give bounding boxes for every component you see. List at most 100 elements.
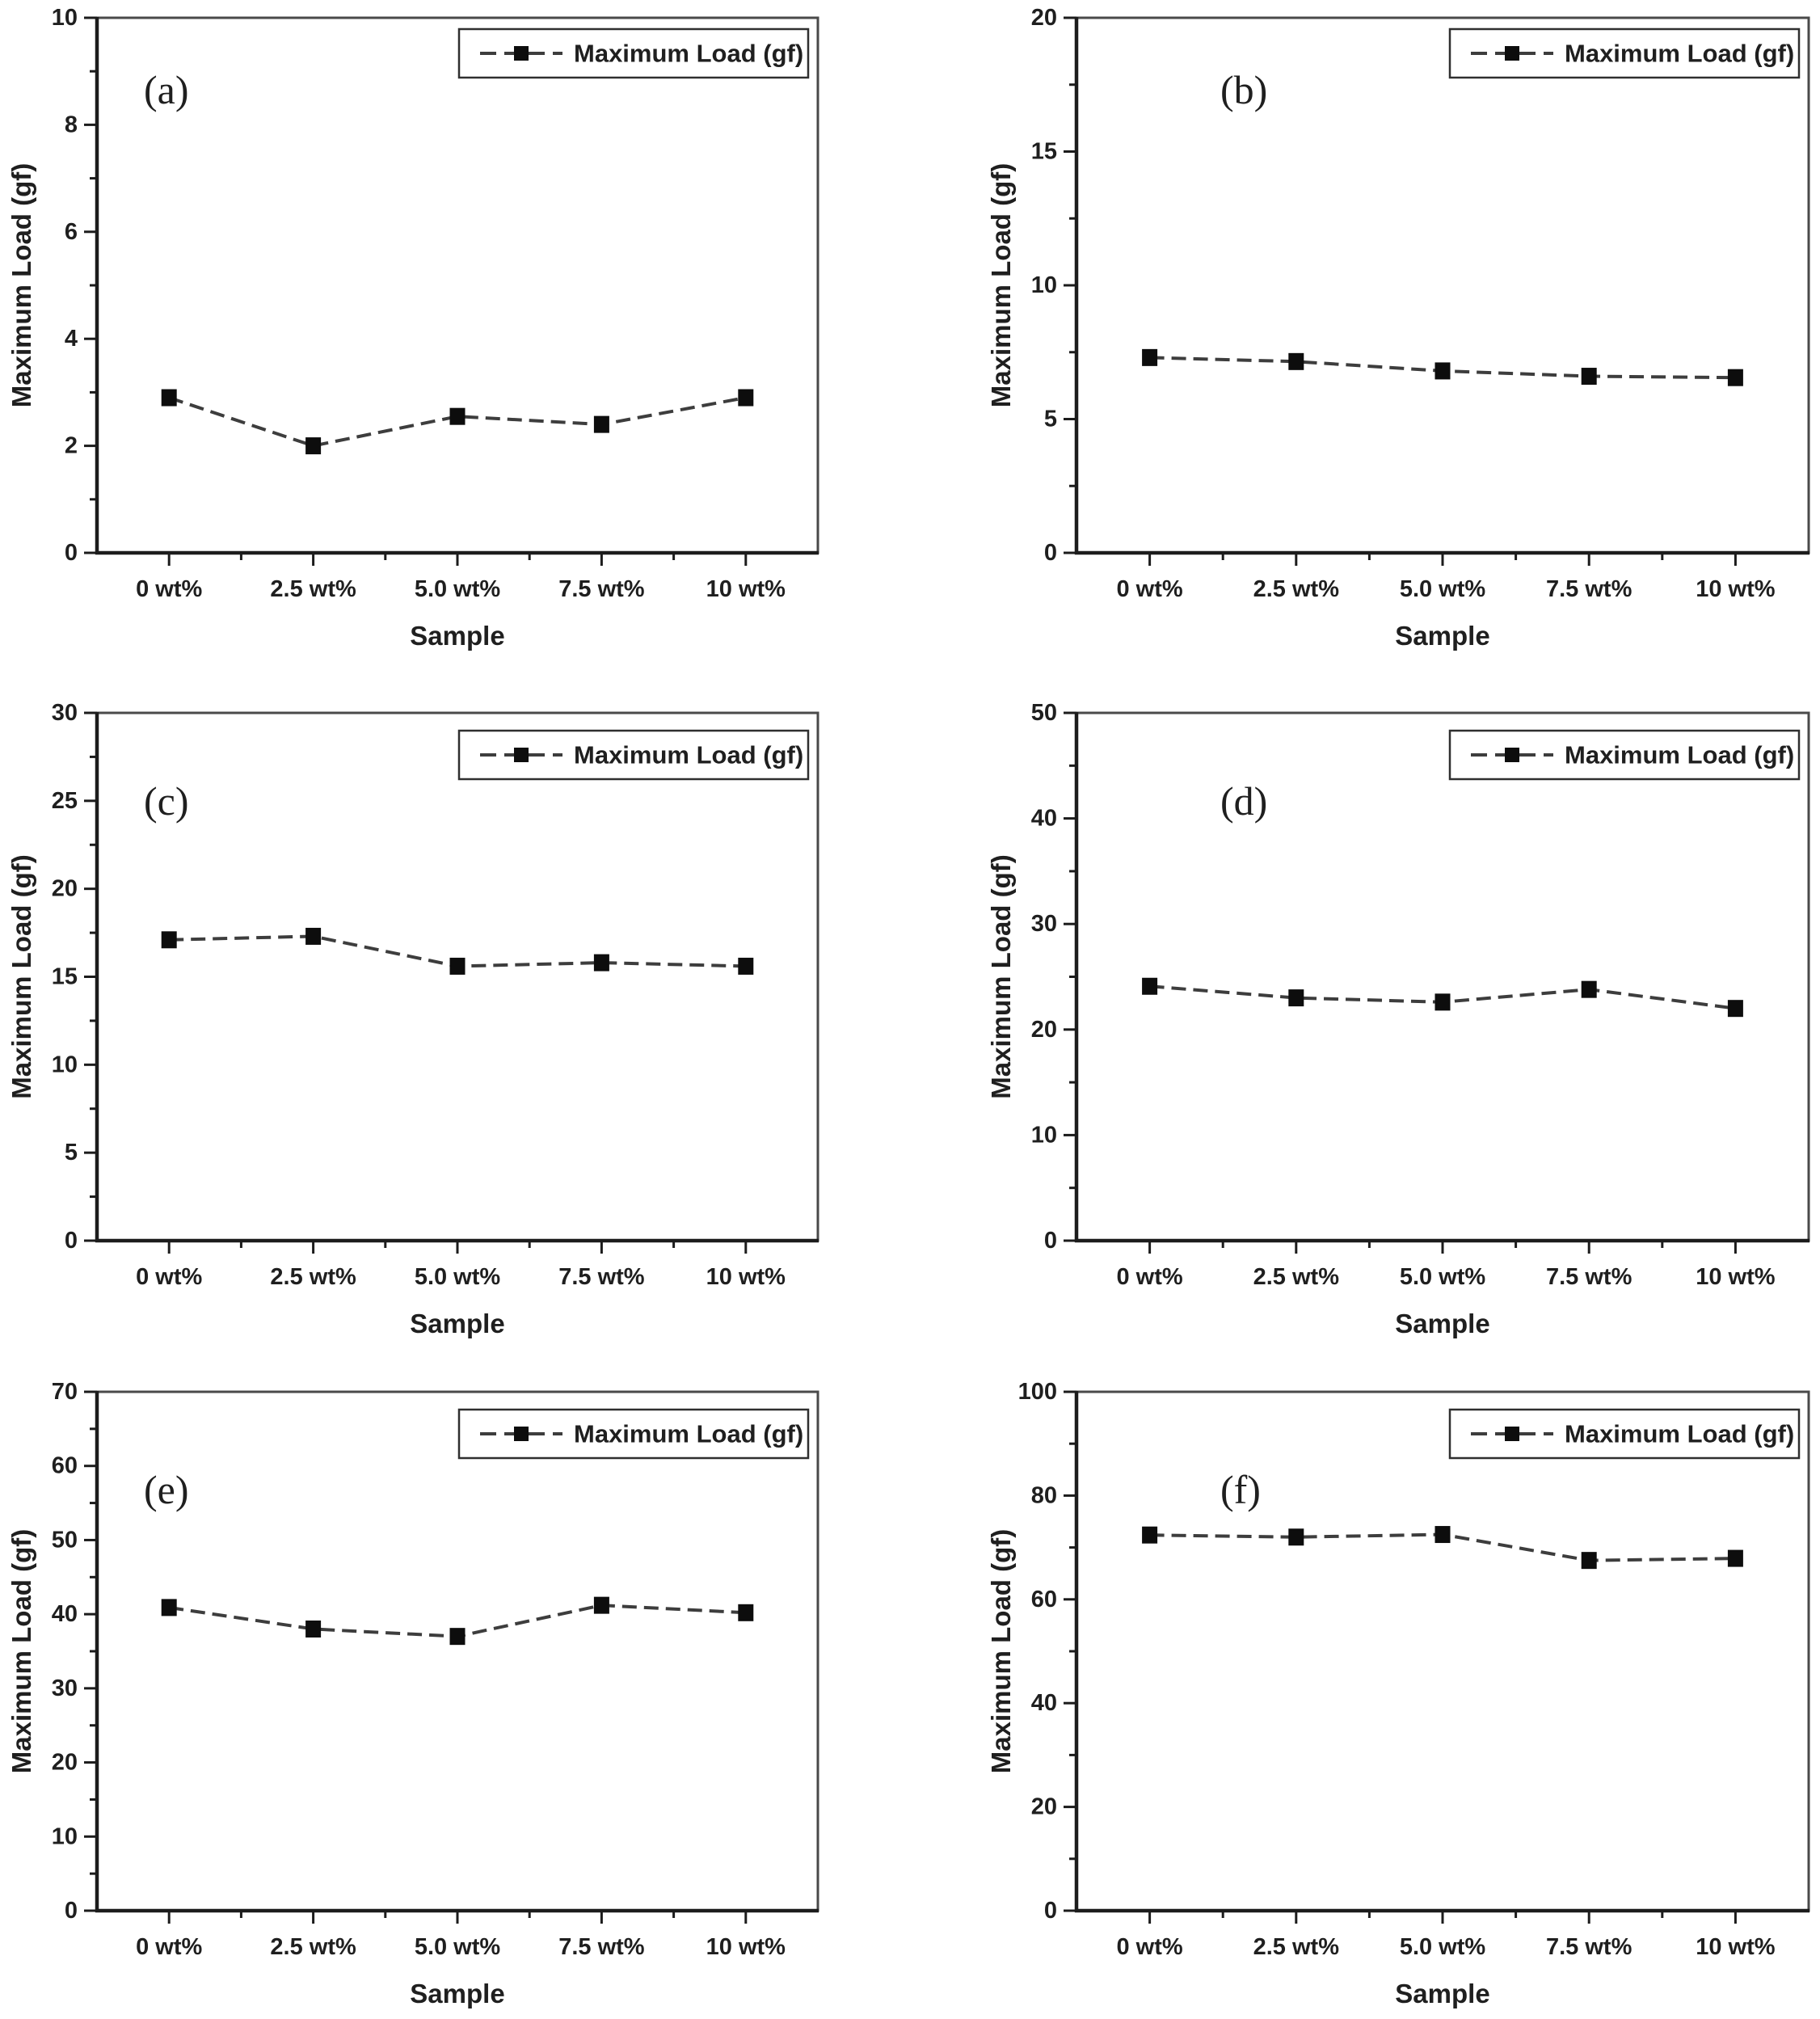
data-point-marker [1727, 1000, 1743, 1018]
y-tick-label: 4 [65, 326, 78, 352]
data-point-marker [1142, 1526, 1158, 1544]
data-point-marker [161, 931, 177, 949]
y-tick-label: 0 [65, 1228, 78, 1254]
panel-letter: (e) [144, 1467, 189, 1512]
legend-marker [514, 46, 529, 61]
legend-marker [514, 1427, 529, 1441]
y-tick-label: 25 [52, 788, 78, 814]
y-tick-label: 50 [52, 1527, 78, 1553]
data-point-marker [305, 1620, 322, 1638]
y-tick-label: 0 [1044, 1228, 1057, 1254]
data-point-marker [738, 389, 754, 407]
x-tick-label: 10 wt% [1696, 1934, 1776, 1960]
data-point-marker [449, 957, 466, 975]
y-tick-label: 2 [65, 433, 78, 459]
data-point-marker [1727, 369, 1743, 386]
y-tick-label: 20 [52, 1750, 78, 1776]
x-tick-label: 7.5 wt% [1546, 576, 1633, 602]
x-axis-title: Sample [1395, 621, 1489, 651]
y-axis-title: Maximum Load (gf) [986, 854, 1016, 1099]
data-point-marker [1288, 989, 1304, 1007]
data-point-marker [161, 389, 177, 407]
legend-marker [514, 748, 529, 762]
legend-marker [1505, 748, 1519, 762]
panel-a: 0 2 4 6 8 10 0 wt% 2.5 wt% 5.0 wt% 7.5 wt% 10 wt% S… [0, 0, 910, 672]
x-tick-label: 2.5 wt% [1253, 1934, 1340, 1960]
x-tick-label: 2.5 wt% [1253, 576, 1340, 602]
x-tick-label: 2.5 wt% [270, 1934, 356, 1960]
panel-background [910, 0, 1820, 672]
panel-background [0, 0, 910, 672]
y-tick-label: 50 [1031, 700, 1057, 726]
data-point-marker [1142, 977, 1158, 995]
y-tick-label: 80 [1031, 1482, 1057, 1508]
x-axis-title: Sample [1395, 1979, 1489, 2008]
data-point-marker [1288, 352, 1304, 370]
y-tick-label: 60 [52, 1453, 78, 1479]
y-tick-label: 20 [1031, 5, 1057, 31]
y-tick-label: 40 [1031, 1690, 1057, 1716]
legend-label: Maximum Load (gf) [1565, 40, 1794, 68]
data-point-marker [1727, 1549, 1743, 1567]
x-tick-label: 5.0 wt% [1400, 576, 1486, 602]
chart-panel-b: 0 5 10 15 20 0 wt% 2.5 wt% 5.0 wt% 7.5 wt% 10 wt%… [910, 0, 1820, 672]
x-tick-label: 10 wt% [706, 1934, 786, 1960]
data-point-marker [1581, 368, 1597, 386]
panel-letter: (c) [144, 778, 189, 824]
panel-letter: (d) [1220, 778, 1267, 824]
x-tick-label: 2.5 wt% [1253, 1264, 1340, 1290]
legend-label: Maximum Load (gf) [574, 40, 803, 68]
panel-f: 0 20 40 60 80 100 0 wt% 2.5 wt% 5.0 wt% 7.5 wt% 10… [910, 1345, 1820, 2017]
x-tick-label: 7.5 wt% [1546, 1934, 1633, 1960]
y-tick-label: 5 [65, 1140, 78, 1165]
data-point-marker [1435, 993, 1451, 1011]
y-tick-label: 10 [52, 1823, 78, 1849]
x-tick-label: 2.5 wt% [270, 576, 356, 602]
data-point-marker [1435, 362, 1451, 380]
x-tick-label: 0 wt% [136, 1264, 202, 1290]
legend-label: Maximum Load (gf) [574, 1420, 803, 1448]
data-point-marker [305, 437, 322, 455]
x-tick-label: 7.5 wt% [558, 1264, 645, 1290]
x-tick-label: 10 wt% [1696, 576, 1776, 602]
data-point-marker [161, 1599, 177, 1616]
x-tick-label: 2.5 wt% [270, 1264, 356, 1290]
x-tick-label: 5.0 wt% [415, 1264, 501, 1290]
legend-label: Maximum Load (gf) [1565, 741, 1794, 769]
panel-letter: (f) [1220, 1467, 1261, 1512]
y-tick-label: 10 [52, 5, 78, 31]
y-tick-label: 10 [1031, 1122, 1057, 1148]
y-tick-label: 8 [65, 112, 78, 137]
y-tick-label: 20 [52, 876, 78, 902]
y-axis-title: Maximum Load (gf) [986, 163, 1016, 408]
x-tick-label: 7.5 wt% [558, 576, 645, 602]
data-point-marker [1142, 348, 1158, 366]
panel-letter: (a) [144, 67, 189, 112]
y-tick-label: 5 [1044, 407, 1057, 432]
legend-marker [1505, 1427, 1519, 1441]
data-point-marker [449, 407, 466, 425]
x-tick-label: 0 wt% [136, 1934, 202, 1960]
y-tick-label: 100 [1018, 1379, 1057, 1405]
data-point-marker [738, 1604, 754, 1621]
y-tick-label: 40 [1031, 806, 1057, 832]
panel-c: 0 5 10 15 20 25 30 0 wt% 2.5 wt% 5.0 wt% 7.5 wt% 10… [0, 672, 910, 1345]
panel-b: 0 5 10 15 20 0 wt% 2.5 wt% 5.0 wt% 7.5 wt% 10 wt%… [910, 0, 1820, 672]
y-tick-label: 30 [1031, 911, 1057, 937]
x-tick-label: 0 wt% [1117, 1934, 1183, 1960]
x-tick-label: 7.5 wt% [1546, 1264, 1633, 1290]
y-tick-label: 15 [52, 964, 78, 990]
y-tick-label: 0 [65, 1898, 78, 1924]
chart-panel-f: 0 20 40 60 80 100 0 wt% 2.5 wt% 5.0 wt% 7.5 wt% 10… [910, 1345, 1820, 2017]
x-tick-label: 10 wt% [706, 576, 786, 602]
legend-label: Maximum Load (gf) [574, 741, 803, 769]
chart-panel-a: 0 2 4 6 8 10 0 wt% 2.5 wt% 5.0 wt% 7.5 wt% 10 wt% S… [0, 0, 910, 672]
x-tick-label: 5.0 wt% [1400, 1264, 1486, 1290]
data-point-marker [1581, 1552, 1597, 1570]
panel-background [910, 672, 1820, 1345]
y-tick-label: 10 [52, 1052, 78, 1077]
legend-label: Maximum Load (gf) [1565, 1420, 1794, 1448]
data-point-marker [1581, 980, 1597, 998]
y-tick-label: 10 [1031, 272, 1057, 298]
